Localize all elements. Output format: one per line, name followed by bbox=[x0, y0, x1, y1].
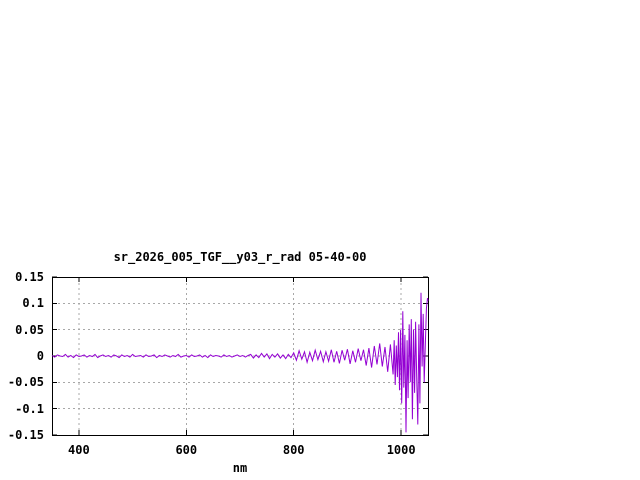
y-tick-label: -0.1 bbox=[15, 401, 44, 416]
x-tick-label: 1000 bbox=[386, 443, 416, 457]
x-tick-label: 800 bbox=[282, 443, 305, 457]
y-tick-label: -0.05 bbox=[7, 375, 44, 390]
x-tick-label: 600 bbox=[175, 443, 198, 457]
x-tick-label: 400 bbox=[68, 443, 90, 457]
data-line bbox=[51, 292, 429, 433]
y-tick-label: 0.05 bbox=[15, 322, 44, 337]
y-tick-label: 0.15 bbox=[15, 270, 44, 284]
y-tick-label: -0.15 bbox=[7, 428, 44, 442]
x-axis-label: nm bbox=[232, 461, 248, 475]
y-tick-label: 0 bbox=[36, 349, 44, 363]
y-tick-label: 0.1 bbox=[22, 296, 44, 311]
chart-title: sr_2026_005_TGF__y03_r_rad 05-40-00 bbox=[113, 250, 367, 264]
